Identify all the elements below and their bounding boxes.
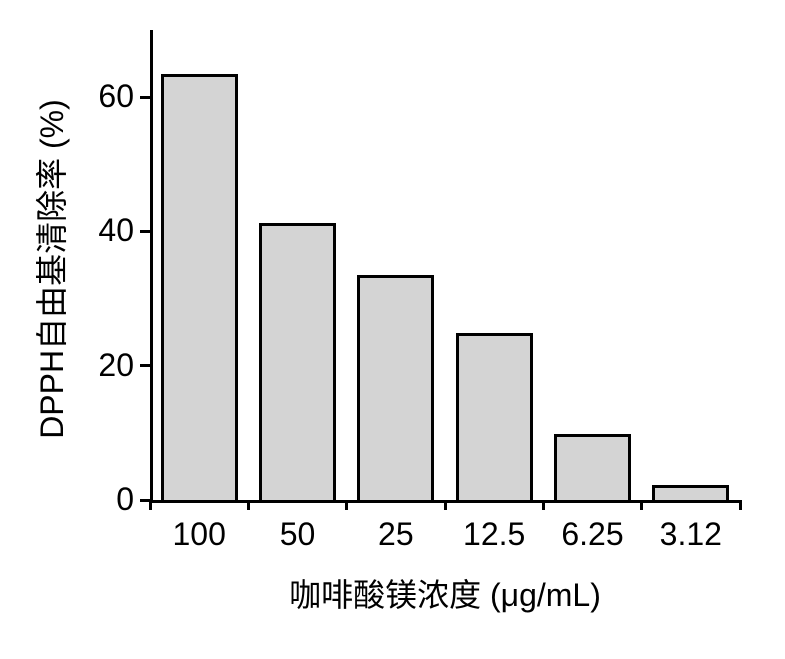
x-tick-mark: [247, 500, 250, 510]
x-tick-mark: [345, 500, 348, 510]
y-tick-mark: [140, 96, 150, 99]
y-tick-label: 60: [98, 78, 134, 115]
y-tick-label: 0: [116, 481, 134, 518]
x-tick-mark: [149, 500, 152, 510]
x-axis-label: 咖啡酸镁浓度 (μg/mL): [150, 570, 740, 616]
y-tick-mark: [140, 364, 150, 367]
bar: [357, 275, 434, 500]
bar: [161, 74, 238, 500]
plot-area: [150, 30, 740, 500]
chart-container: DPPH自由基清除率 (%) 咖啡酸镁浓度 (μg/mL) 0 20 40 60 10…: [0, 0, 785, 659]
bar: [554, 434, 631, 500]
x-tick-mark: [640, 500, 643, 510]
x-tick-label: 50: [248, 516, 346, 553]
x-tick-label: 3.12: [642, 516, 740, 553]
bar: [652, 485, 729, 500]
x-tick-label: 6.25: [543, 516, 641, 553]
y-tick-label: 20: [98, 347, 134, 384]
x-tick-label: 25: [347, 516, 445, 553]
x-tick-label: 12.5: [445, 516, 543, 553]
y-tick-label: 40: [98, 212, 134, 249]
bar: [456, 333, 533, 500]
y-tick-mark: [140, 230, 150, 233]
y-axis-label: DPPH自由基清除率 (%): [27, 34, 73, 504]
x-tick-mark: [739, 500, 742, 510]
x-tick-label: 100: [150, 516, 248, 553]
x-tick-mark: [444, 500, 447, 510]
bar: [259, 223, 336, 500]
y-axis-line: [150, 30, 153, 503]
x-tick-mark: [542, 500, 545, 510]
